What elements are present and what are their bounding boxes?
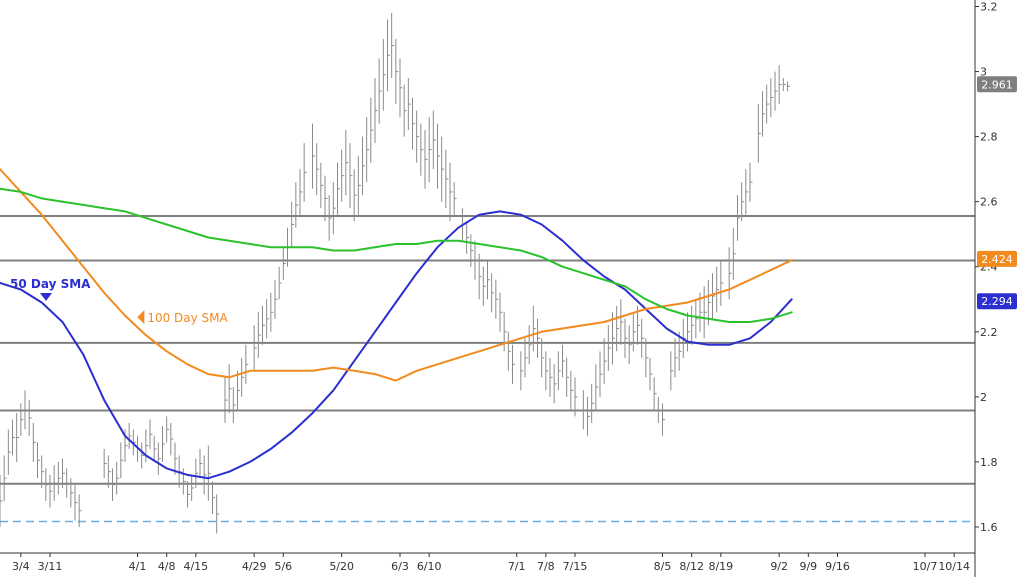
y-tick-label: 3 <box>980 66 987 79</box>
x-tick-label: 3/11 <box>38 560 63 573</box>
y-tick-label: 1.6 <box>980 521 998 534</box>
x-tick-label: 9/2 <box>770 560 788 573</box>
y-tick-label: 2 <box>980 391 987 404</box>
price-bars <box>0 13 790 534</box>
annotation-100-day-sma: 100 Day SMA <box>147 311 228 325</box>
support-resistance-lines <box>0 214 975 523</box>
x-tick-label: 4/29 <box>242 560 267 573</box>
x-tick-label: 9/9 <box>799 560 817 573</box>
last-value-label: 2.294 <box>981 295 1013 308</box>
y-tick-label: 2.6 <box>980 196 998 209</box>
annotation-pointer-icon <box>137 310 145 325</box>
annotation-pointer-icon <box>40 293 52 302</box>
x-tick-label: 5/20 <box>329 560 354 573</box>
x-tick-label: 8/5 <box>654 560 672 573</box>
x-tick-label: 10/14 <box>938 560 970 573</box>
last-value-label: 2.961 <box>981 78 1013 91</box>
last-value-badge <box>977 250 1017 267</box>
x-tick-label: 6/10 <box>417 560 442 573</box>
last-value-badge <box>977 293 1017 310</box>
x-tick-label: 3/4 <box>12 560 30 573</box>
x-tick-label: 4/8 <box>158 560 176 573</box>
x-tick-label: 8/12 <box>679 560 704 573</box>
x-tick-label: 7/15 <box>563 560 588 573</box>
x-tick-label: 7/1 <box>508 560 526 573</box>
y-tick-label: 2.2 <box>980 326 998 339</box>
x-tick-label: 4/15 <box>183 560 208 573</box>
y-tick-label: 1.8 <box>980 456 998 469</box>
axes: 1.61.822.22.42.62.833.23/4 3/11 4/1 4/8 4/15… <box>0 0 998 577</box>
y-tick-label: 2.8 <box>980 131 998 144</box>
annotation-50-day-sma: 50 Day SMA <box>10 277 91 291</box>
last-value-label: 2.424 <box>981 253 1013 266</box>
y-tick-label: 3.2 <box>980 1 998 14</box>
x-tick-label: 9/16 <box>825 560 850 573</box>
x-tick-label: 7/8 <box>537 560 555 573</box>
x-tick-label: 8/19 <box>708 560 733 573</box>
x-tick-label: 6/3 <box>391 560 409 573</box>
series-line-50-day-sma <box>0 210 793 480</box>
x-tick-label: 4/1 <box>129 560 147 573</box>
moving-average-series <box>0 168 793 480</box>
last-value-badge <box>977 76 1017 93</box>
annotations: 50 Day SMA 100 Day SMA 2.961 2.424 2.294 <box>10 76 1017 325</box>
series-line-200-day-sma <box>0 187 793 323</box>
x-tick-label: 10/7 <box>913 560 938 573</box>
x-tick-label: 5/6 <box>274 560 292 573</box>
